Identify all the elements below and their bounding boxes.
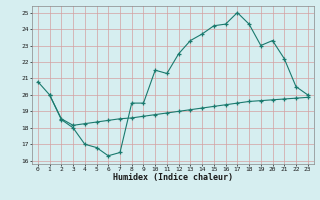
- X-axis label: Humidex (Indice chaleur): Humidex (Indice chaleur): [113, 173, 233, 182]
